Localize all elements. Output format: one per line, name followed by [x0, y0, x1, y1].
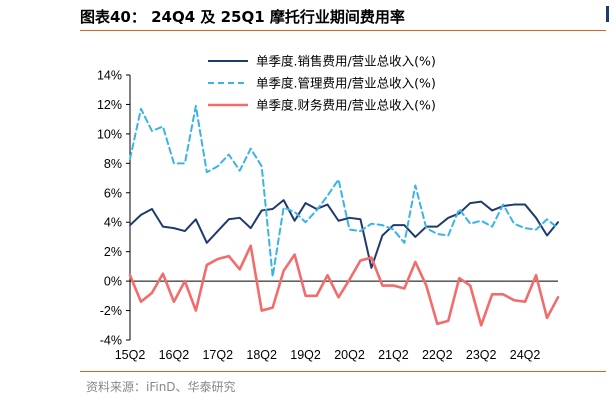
y-tick-label: 2% [104, 245, 122, 259]
y-tick-label: 12% [97, 98, 122, 112]
x-tick-label: 21Q2 [378, 348, 409, 362]
x-tick-label: 20Q2 [334, 348, 365, 362]
x-tick-label: 22Q2 [422, 348, 453, 362]
series-line-2 [129, 104, 559, 278]
series-line-3 [128, 244, 560, 327]
x-tick-label: 24Q2 [510, 348, 541, 362]
source-note: 资料来源：iFinD、华泰研究 [86, 380, 236, 394]
x-tick-label: 23Q2 [466, 348, 497, 362]
legend-label-1: 单季度.销售费用/营业总收入(%) [256, 54, 436, 69]
x-tick-label: 18Q2 [246, 348, 277, 362]
legend-label-2: 单季度.管理费用/营业总收入(%) [256, 76, 436, 91]
chart-series-layer [128, 104, 560, 327]
chart-legend: 单季度.销售费用/营业总收入(%) 单季度.管理费用/营业总收入(%) 单季度.财务… [208, 54, 436, 113]
footer-divider [80, 371, 606, 372]
legend-label-3: 单季度.财务费用/营业总收入(%) [256, 98, 436, 113]
y-tick-label: 4% [104, 216, 122, 230]
x-tick-label: 19Q2 [290, 348, 321, 362]
title-divider [80, 30, 606, 31]
y-tick-label: 0% [104, 275, 122, 289]
x-tick-label: 17Q2 [202, 348, 233, 362]
y-tick-label: 6% [104, 186, 122, 200]
chart-axes: -4% -2% 0% 2% 4% 6% 8% 10% 12% 14% 15Q2 16Q2 17Q2 18Q… [97, 69, 558, 362]
y-tick-label: 8% [104, 157, 122, 171]
x-tick-label: 16Q2 [159, 348, 190, 362]
y-tick-label: 10% [97, 127, 122, 141]
y-tick-label: 14% [97, 69, 122, 83]
y-tick-label: -4% [100, 334, 122, 348]
adjacent-figure-edge [606, 6, 609, 22]
x-tick-label: 15Q2 [115, 348, 146, 362]
y-tick-label: -2% [100, 304, 122, 318]
series-line-1 [129, 199, 559, 269]
figure-title: 图表40： 24Q4 及 25Q1 摩托行业期间费用率 [80, 8, 405, 26]
